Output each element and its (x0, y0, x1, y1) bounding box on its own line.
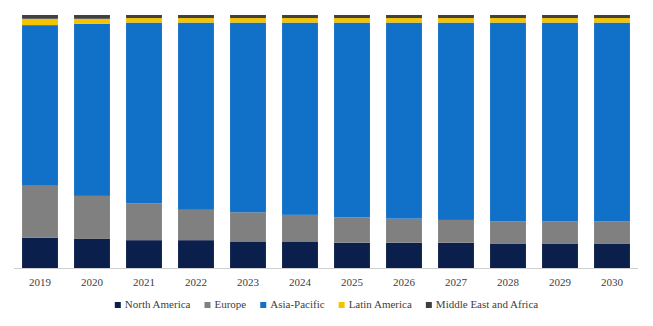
bar-segment (490, 23, 526, 222)
bar-segment (438, 18, 474, 23)
bar-segment (282, 15, 318, 18)
x-tick-label: 2019 (29, 276, 52, 288)
legend-swatch (260, 302, 266, 308)
bar-segment (334, 15, 370, 18)
bar-segment (178, 18, 214, 23)
bar-segment (126, 23, 162, 204)
legend-swatch (204, 302, 210, 308)
bar-segment (542, 18, 578, 23)
bar-segment (22, 186, 58, 238)
bar-segment (74, 19, 110, 24)
bar-segment (22, 238, 58, 268)
bar-segment (334, 18, 370, 23)
bar-segment (594, 244, 630, 268)
x-tick-label: 2030 (601, 276, 624, 288)
bar-segment (386, 23, 422, 219)
bar-segment (126, 18, 162, 23)
bar-segment (490, 18, 526, 23)
bar-segment (282, 18, 318, 23)
x-tick-label: 2022 (185, 276, 207, 288)
bar-segment (230, 18, 266, 23)
bar-segment (438, 243, 474, 268)
bar-segment (126, 240, 162, 268)
bar-segment (282, 23, 318, 215)
bar-segment (230, 212, 266, 241)
x-tick-label: 2020 (81, 276, 104, 288)
bar-segment (594, 18, 630, 23)
x-axis (14, 268, 638, 269)
bar-segment (230, 23, 266, 213)
bar-segment (334, 217, 370, 242)
bar-segment (74, 15, 110, 19)
bar-segment (542, 23, 578, 222)
bar-segment (74, 196, 110, 239)
bar-segment (282, 241, 318, 268)
bar-segment (542, 15, 578, 18)
bar-segment (126, 203, 162, 240)
x-tick-label: 2025 (341, 276, 364, 288)
legend-swatch (115, 302, 121, 308)
bar-segment (490, 15, 526, 18)
bar-segment (386, 219, 422, 243)
bar-segment (22, 19, 58, 25)
bar-segment (490, 221, 526, 244)
legend: North America Europe Asia-Pacific Latin Ame… (115, 298, 539, 310)
bar-segment (230, 241, 266, 268)
bar-segment (178, 15, 214, 18)
x-tick-label: 2029 (549, 276, 572, 288)
bar-segment (230, 15, 266, 18)
x-tick-label: 2024 (289, 276, 312, 288)
legend-swatch (339, 302, 345, 308)
x-tick-label: 2021 (133, 276, 155, 288)
x-tick-label: 2026 (393, 276, 416, 288)
x-tick-label: 2027 (445, 276, 468, 288)
bar-segment (178, 23, 214, 210)
bar-segment (282, 215, 318, 242)
bar-segment (438, 15, 474, 18)
bar-segment (22, 15, 58, 19)
legend-label: Asia-Pacific (270, 298, 324, 310)
legend-label: Latin America (349, 298, 412, 310)
chart: 2019 2020 2021 2022 2023 2024 2025 2026 2027 2028… (0, 0, 653, 326)
bar-segment (22, 25, 58, 186)
x-tick-label: 2028 (497, 276, 520, 288)
bar-segment (334, 23, 370, 218)
bar-segment (542, 221, 578, 244)
legend-label: Middle East and Africa (436, 298, 538, 310)
legend-swatch (426, 302, 432, 308)
bar-segment (542, 244, 578, 268)
bar-segment (178, 240, 214, 268)
bar-segment (126, 15, 162, 18)
bar-segment (386, 18, 422, 23)
bar-segment (386, 15, 422, 18)
legend-label: North America (125, 298, 191, 310)
bar-segment (334, 243, 370, 268)
bar-segment (178, 210, 214, 240)
legend-label: Europe (214, 298, 246, 310)
bar-segment (74, 24, 110, 196)
bar-segment (594, 23, 630, 222)
bar-segment (438, 220, 474, 243)
bar-segment (594, 15, 630, 18)
bar-segment (386, 243, 422, 268)
bar-segment (438, 23, 474, 220)
bars (22, 15, 630, 268)
bar-segment (594, 221, 630, 244)
bar-segment (74, 239, 110, 268)
bar-segment (490, 244, 526, 268)
x-tick-label: 2023 (237, 276, 260, 288)
